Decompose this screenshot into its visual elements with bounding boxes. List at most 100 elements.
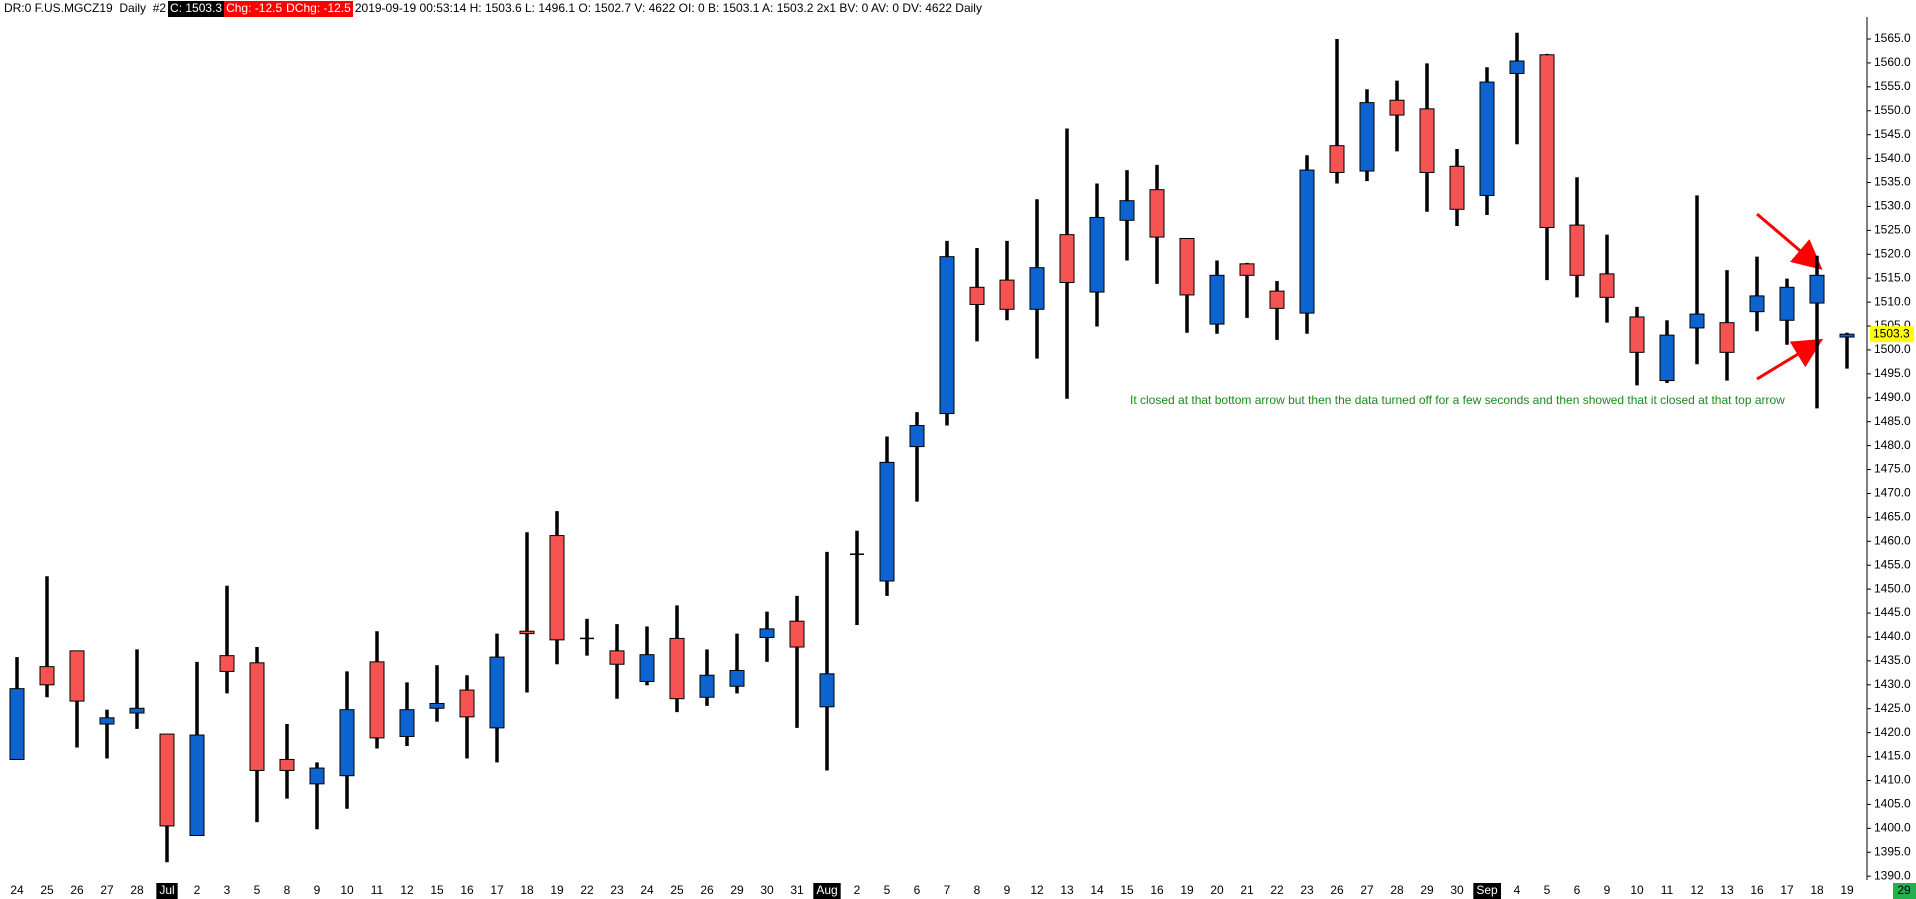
- candle-body: [729, 669, 745, 687]
- x-tick-label: 17: [1780, 883, 1794, 897]
- candle-body: [639, 654, 655, 682]
- candle-body: [1149, 189, 1165, 238]
- candle-body: [1779, 286, 1795, 321]
- candle-body: [1569, 224, 1585, 276]
- candle-body: [1479, 81, 1495, 196]
- y-tick-label: 1520.0: [1874, 246, 1911, 260]
- x-tick-label: 30: [760, 883, 774, 897]
- x-tick-label: 9: [314, 883, 321, 897]
- y-tick-label: 1475.0: [1874, 462, 1911, 476]
- candle-body: [1539, 54, 1555, 228]
- y-tick-label: 1495.0: [1874, 366, 1911, 380]
- candle-body: [309, 767, 325, 785]
- x-tick-label: 20: [1210, 883, 1224, 897]
- x-tick-label: 4: [1514, 883, 1521, 897]
- candle-body: [99, 717, 115, 725]
- candle-body: [1239, 263, 1255, 276]
- x-tick-label: 29: [1420, 883, 1434, 897]
- y-tick-label: 1515.0: [1874, 270, 1911, 284]
- x-tick-label: 2: [854, 883, 861, 897]
- y-tick-label: 1545.0: [1874, 127, 1911, 141]
- x-tick-label: 19: [1840, 883, 1854, 897]
- y-tick-label: 1410.0: [1874, 773, 1911, 787]
- month-box: [1473, 883, 1501, 899]
- next-date-label: 29: [1897, 883, 1911, 897]
- x-tick-label: 27: [100, 883, 114, 897]
- candle-body: [1749, 295, 1765, 313]
- x-tick-label: 22: [580, 883, 594, 897]
- y-tick-label: 1455.0: [1874, 557, 1911, 571]
- candle-body: [1629, 316, 1645, 353]
- header: DR:0 F.US.MGCZ19 Daily #2 C: 1503.3 Chg:…: [2, 1, 984, 17]
- candle-body: [69, 650, 85, 702]
- x-tick-label: 10: [340, 883, 354, 897]
- y-tick-label: 1525.0: [1874, 223, 1911, 237]
- candle-body: [1719, 322, 1735, 353]
- y-tick-label: 1395.0: [1874, 844, 1911, 858]
- candle-body: [279, 758, 295, 771]
- x-tick-label: 18: [1810, 883, 1824, 897]
- candle-body: [519, 630, 535, 635]
- candle-body: [1359, 102, 1375, 172]
- x-tick-label: 5: [1544, 883, 1551, 897]
- candle-body: [819, 673, 835, 708]
- candle-body: [459, 689, 475, 718]
- candle-body: [1839, 333, 1855, 338]
- x-tick-label: 18: [520, 883, 534, 897]
- y-tick-label: 1445.0: [1874, 605, 1911, 619]
- y-tick-label: 1470.0: [1874, 486, 1911, 500]
- y-tick-label: 1540.0: [1874, 151, 1911, 165]
- x-tick-label: 15: [430, 883, 444, 897]
- candle-body: [1509, 60, 1525, 74]
- candle-body: [1119, 200, 1135, 221]
- x-tick-label: 10: [1630, 883, 1644, 897]
- y-tick-label: 1550.0: [1874, 103, 1911, 117]
- y-tick-label: 1435.0: [1874, 653, 1911, 667]
- y-tick-label: 1400.0: [1874, 821, 1911, 835]
- candle-body: [1389, 99, 1405, 116]
- x-tick-label: 8: [974, 883, 981, 897]
- x-tick-label: 12: [400, 883, 414, 897]
- x-tick-label: 29: [730, 883, 744, 897]
- x-tick-label: 27: [1360, 883, 1374, 897]
- x-tick-label: 6: [914, 883, 921, 897]
- y-tick-label: 1460.0: [1874, 533, 1911, 547]
- x-tick-label: 23: [610, 883, 624, 897]
- x-tick-label: Sep: [1476, 883, 1498, 897]
- candle-body: [339, 709, 355, 777]
- x-tick-label: 13: [1720, 883, 1734, 897]
- x-tick-label: 15: [1120, 883, 1134, 897]
- candle-body: [1809, 274, 1825, 304]
- candle-body: [999, 279, 1015, 310]
- candle-body: [159, 733, 175, 827]
- y-tick-label: 1415.0: [1874, 749, 1911, 763]
- x-tick-label: 5: [884, 883, 891, 897]
- y-tick-label: 1560.0: [1874, 55, 1911, 69]
- x-tick-label: 16: [460, 883, 474, 897]
- x-tick-label: 19: [550, 883, 564, 897]
- x-tick-label: 13: [1060, 883, 1074, 897]
- candle-body: [219, 655, 235, 672]
- month-label: Aug: [813, 883, 841, 899]
- y-tick-label: 1420.0: [1874, 725, 1911, 739]
- x-tick-label: 21: [1240, 883, 1254, 897]
- candle-body: [1179, 237, 1195, 296]
- x-tick-label: 2: [194, 883, 201, 897]
- candle-body: [249, 662, 265, 771]
- month-label: Jul: [156, 883, 178, 899]
- x-tick-label: 26: [70, 883, 84, 897]
- y-tick-label: 1405.0: [1874, 797, 1911, 811]
- candle-body: [399, 709, 415, 737]
- x-tick-label: 30: [1450, 883, 1464, 897]
- x-tick-label: 28: [130, 883, 144, 897]
- candle-body: [1449, 165, 1465, 210]
- candle-body: [969, 286, 985, 306]
- x-tick-label: 17: [490, 883, 504, 897]
- y-tick-label: 1500.0: [1874, 342, 1911, 356]
- month-box: [813, 883, 841, 899]
- x-tick-label: 12: [1690, 883, 1704, 897]
- x-tick-label: 11: [371, 883, 384, 897]
- x-tick-label: 12: [1030, 883, 1044, 897]
- y-tick-label: 1555.0: [1874, 79, 1911, 93]
- y-tick-label: 1425.0: [1874, 701, 1911, 715]
